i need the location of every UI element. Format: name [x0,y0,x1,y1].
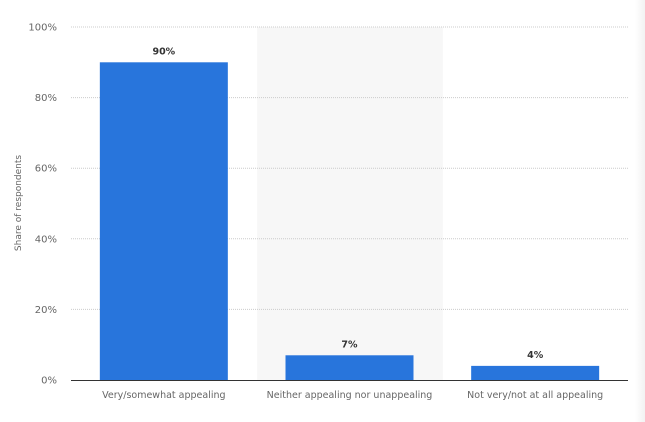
bar [99,62,228,381]
bar [285,355,414,380]
data-label: 7% [341,339,358,350]
hover-band [257,27,443,380]
y-tick-label: 60% [35,164,57,175]
scroll-edge-shadow [635,0,645,422]
y-tick-label: 0% [41,376,57,387]
x-tick-label: Very/somewhat appealing [102,390,225,401]
data-label: 90% [152,46,175,57]
y-axis-title: Share of respondents [14,155,24,252]
x-tick-label: Not very/not at all appealing [467,390,603,401]
y-tick-label: 40% [35,234,57,245]
data-label: 4% [527,350,544,361]
y-tick-label: 100% [28,23,57,34]
y-tick-label: 20% [35,305,57,316]
x-tick-label: Neither appealing nor unappealing [267,390,433,401]
bar [471,365,600,380]
y-tick-label: 80% [35,93,57,104]
